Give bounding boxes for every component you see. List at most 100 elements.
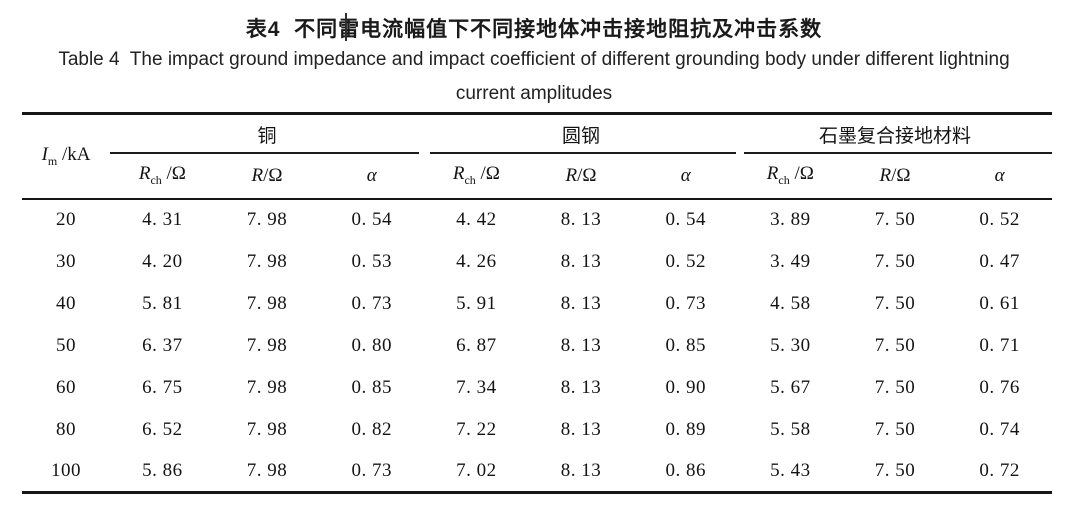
rch-subscript: ch — [464, 173, 476, 187]
table-cell: 0. 54 — [351, 209, 392, 230]
table-cell: 7. 98 — [246, 459, 288, 481]
header-sub-row: Rch /Ω R/Ω α Rch /Ω R/Ω α Rch /Ω R/Ω α — [22, 153, 1052, 200]
table-cell: 7. 98 — [246, 209, 288, 230]
table-cell: 7. 02 — [456, 459, 497, 481]
table-row: 100 5. 86 7. 98 0. 73 7. 02 8. 13 0. 86 … — [22, 451, 1052, 493]
table-row: 60 6. 75 7. 98 0. 85 7. 34 8. 13 0. 90 5… — [22, 367, 1052, 409]
subcol-header-rch-copper: Rch /Ω — [110, 153, 215, 200]
table-row: 80 6. 52 7. 98 0. 82 7. 22 8. 13 0. 89 5… — [22, 409, 1052, 451]
table-cell: 0. 89 — [665, 418, 706, 440]
alpha-symbol: α — [680, 164, 691, 186]
rch-subscript: ch — [778, 173, 790, 187]
r-unit: /Ω — [577, 164, 597, 186]
rch-symbol: R — [138, 163, 151, 184]
table-row: 40 5. 81 7. 98 0. 73 5. 91 8. 13 0. 73 4… — [22, 283, 1052, 325]
table-cell: 7. 98 — [246, 418, 288, 440]
table-cell: 0. 90 — [665, 376, 706, 398]
r-symbol: R — [879, 164, 892, 186]
table-cell: 8. 13 — [560, 334, 602, 356]
table-cell: 7. 50 — [874, 376, 916, 398]
subcol-header-rch-steel: Rch /Ω — [424, 153, 529, 200]
table-cell: 4. 26 — [456, 250, 497, 272]
data-table: Im /kA 铜 圆钢 石墨复合接地材料 Rch /Ω R/Ω α Rch /Ω… — [22, 112, 1052, 494]
table-cell: 7. 50 — [874, 418, 916, 440]
table-cell: 5. 30 — [770, 334, 811, 356]
row-header-im: 40 — [56, 292, 77, 314]
table-cell: 7. 98 — [246, 292, 288, 314]
rch-unit: /Ω — [161, 163, 186, 184]
row-header-im: 30 — [56, 250, 77, 272]
row-header-im: 20 — [56, 209, 77, 230]
table-cell: 0. 47 — [979, 250, 1020, 272]
col-header-current: Im /kA — [22, 113, 111, 200]
table-cell: 5. 43 — [770, 459, 811, 481]
rch-symbol: R — [766, 163, 779, 184]
table-cell: 8. 13 — [560, 250, 602, 272]
subcol-header-r-steel: R/Ω — [528, 153, 634, 200]
table-cell: 0. 73 — [351, 292, 392, 314]
header-group-row: Im /kA 铜 圆钢 石墨复合接地材料 — [22, 113, 1052, 200]
alpha-symbol: α — [366, 164, 377, 186]
table-cell: 7. 98 — [246, 334, 288, 356]
table-title-en-line2: current amplitudes — [455, 83, 613, 104]
subcol-header-r-graphite: R/Ω — [842, 153, 948, 200]
table-cell: 8. 13 — [560, 418, 602, 440]
r-unit: /Ω — [263, 164, 283, 186]
table-cell: 0. 73 — [351, 459, 392, 481]
table-cell: 0. 52 — [665, 250, 706, 272]
table-cell: 6. 87 — [456, 334, 497, 356]
table-row: 50 6. 37 7. 98 0. 80 6. 87 8. 13 0. 85 5… — [22, 325, 1052, 367]
table-row: 20 4. 31 7. 98 0. 54 4. 42 8. 13 0. 54 3… — [22, 199, 1052, 241]
subcol-header-alpha-steel: α — [633, 153, 739, 200]
subcol-header-alpha-copper: α — [319, 153, 425, 200]
table-cell: 5. 58 — [770, 418, 811, 440]
rch-subscript: ch — [150, 173, 162, 187]
rch-symbol: R — [452, 163, 465, 184]
table-cell: 7. 50 — [874, 209, 916, 230]
table-cell: 7. 50 — [874, 334, 916, 356]
r-unit: /Ω — [891, 164, 911, 186]
table-cell: 6. 75 — [142, 376, 183, 398]
table-cell: 6. 37 — [142, 334, 183, 356]
table-cell: 4. 58 — [770, 292, 811, 314]
table-cell: 4. 20 — [142, 250, 183, 272]
current-subscript: m — [47, 153, 58, 168]
table-cell: 0. 61 — [979, 292, 1020, 314]
table-cell: 4. 42 — [456, 209, 497, 230]
table-cell: 6. 52 — [142, 418, 183, 440]
table-cell: 3. 49 — [770, 250, 811, 272]
table-title-zh: 表4 不同雷电流幅值下不同接地体冲击接地阻抗及冲击系数 — [245, 18, 823, 41]
column-group-graphite-composite: 石墨复合接地材料 — [738, 114, 1052, 154]
table-cell: 8. 13 — [560, 209, 602, 230]
table-cell: 3. 89 — [770, 209, 811, 230]
table-cell: 0. 74 — [979, 418, 1020, 440]
row-header-im: 80 — [56, 418, 77, 440]
column-group-round-steel: 圆钢 — [424, 114, 738, 154]
alpha-symbol: α — [994, 164, 1005, 186]
table-title-en-line1: Table 4 The impact ground impedance and … — [58, 49, 1010, 70]
table-cell: 4. 31 — [142, 209, 183, 230]
table-cell: 8. 13 — [560, 459, 602, 481]
row-header-im: 60 — [56, 376, 77, 398]
row-header-im: 50 — [56, 334, 77, 356]
r-symbol: R — [251, 164, 264, 186]
table-cell: 0. 80 — [351, 334, 392, 356]
table-cell: 7. 50 — [874, 292, 916, 314]
subcol-header-r-copper: R/Ω — [214, 153, 320, 200]
table-cell: 0. 85 — [665, 334, 706, 356]
row-header-im: 100 — [51, 459, 82, 481]
rch-unit: /Ω — [789, 163, 814, 184]
rch-unit: /Ω — [475, 163, 500, 184]
table-cell: 8. 13 — [560, 376, 602, 398]
table-cell: 7. 22 — [456, 418, 497, 440]
table-cell: 0. 54 — [665, 209, 706, 230]
table-cell: 0. 72 — [979, 459, 1020, 481]
table-cell: 8. 13 — [560, 292, 602, 314]
table-cell: 5. 67 — [770, 376, 811, 398]
table-cell: 5. 91 — [456, 292, 497, 314]
subcol-header-alpha-graphite: α — [947, 153, 1052, 200]
table-cell: 0. 86 — [665, 459, 706, 481]
table-cell: 0. 71 — [979, 334, 1020, 356]
table-cell: 5. 81 — [142, 292, 183, 314]
